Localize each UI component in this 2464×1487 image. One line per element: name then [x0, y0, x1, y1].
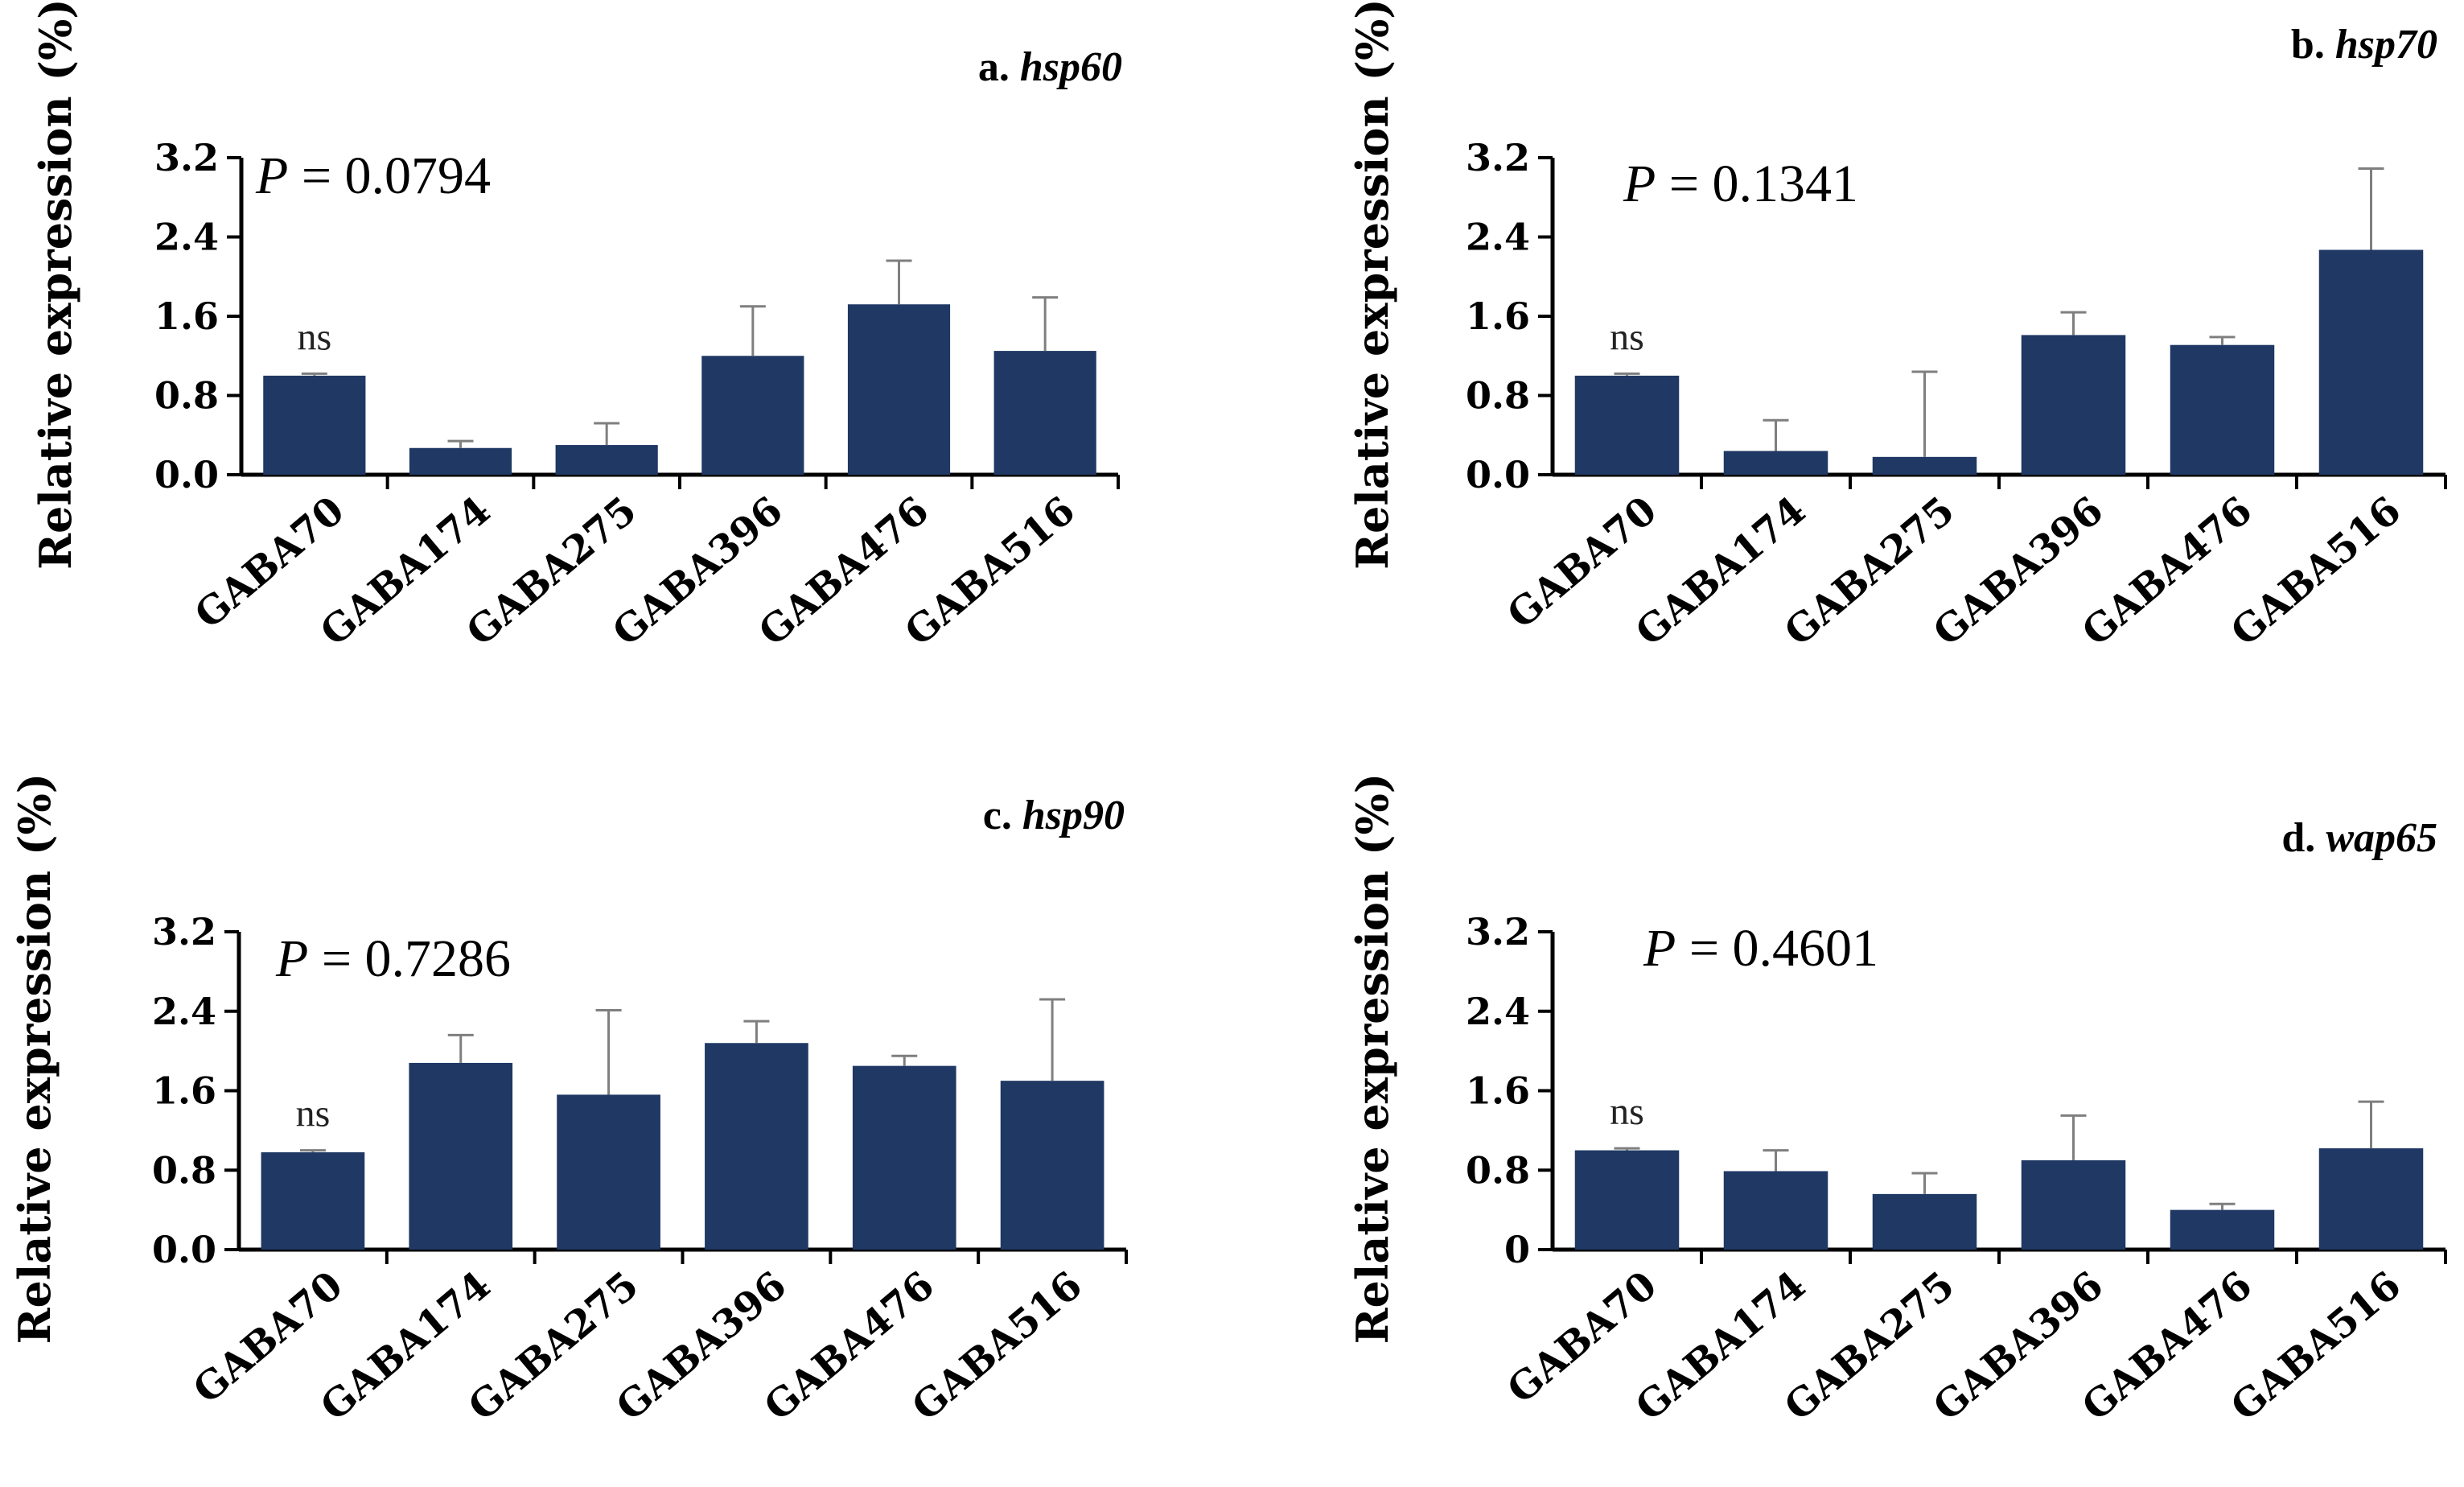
- bar-GABA396: [2021, 335, 2126, 475]
- bar-GABA275: [555, 445, 658, 475]
- y-tick-label: 1.6: [154, 295, 219, 338]
- y-tick-label: 2.4: [1466, 990, 1530, 1033]
- bar-GABA396: [2021, 1160, 2126, 1250]
- y-tick-label: 0.8: [154, 374, 219, 418]
- bar-GABA174: [1723, 1171, 1828, 1250]
- bar-GABA174: [409, 1062, 513, 1250]
- p-value: = 0.0794: [288, 146, 491, 205]
- chart-title-prefix: a.: [978, 44, 1020, 90]
- y-tick-label: 3.2: [1466, 910, 1530, 954]
- y-tick-label: 1.6: [1466, 295, 1530, 338]
- y-tick-label: 0: [1504, 1228, 1530, 1271]
- bar-GABA275: [1872, 456, 1977, 475]
- chart-title: c. hsp90: [983, 793, 1125, 838]
- ns-label: ns: [1610, 1090, 1644, 1133]
- p-symbol: P: [1623, 154, 1656, 213]
- bar-GABA516: [2318, 249, 2424, 475]
- y-tick-label: 0.0: [154, 453, 219, 496]
- bar-GABA516: [1000, 1081, 1104, 1250]
- p-symbol: P: [1643, 919, 1676, 978]
- bar-GABA70: [261, 1152, 365, 1250]
- bar-GABA396: [701, 356, 804, 475]
- y-axis-label: Relative expression (%): [9, 773, 60, 1345]
- y-axis-label: Relative expression (%): [1347, 0, 1398, 570]
- p-symbol: P: [275, 929, 308, 988]
- y-axis-label: Relative expression (%): [1347, 773, 1398, 1345]
- bar-GABA516: [2318, 1148, 2424, 1250]
- p-symbol: P: [255, 146, 288, 205]
- chart-title-prefix: c.: [983, 793, 1022, 838]
- bar-GABA275: [1872, 1193, 1977, 1250]
- p-value-annotation: P = 0.1341: [1623, 154, 1858, 213]
- y-tick-label: 0.8: [1466, 374, 1530, 418]
- chart-title-gene: hsp60: [1020, 44, 1122, 90]
- p-value-annotation: P = 0.4601: [1643, 919, 1878, 978]
- bar-GABA396: [705, 1043, 808, 1250]
- ns-label: ns: [296, 1093, 331, 1135]
- chart-title-gene: wap65: [2326, 815, 2437, 861]
- bar-GABA275: [557, 1094, 660, 1250]
- y-tick-label: 1.6: [152, 1069, 216, 1113]
- y-tick-label: 0.8: [1466, 1148, 1530, 1192]
- bar-GABA476: [847, 304, 951, 475]
- p-value: = 0.7286: [308, 929, 511, 988]
- bar-GABA174: [409, 447, 512, 475]
- chart-title-prefix: d.: [2281, 815, 2326, 861]
- y-tick-label: 2.4: [152, 990, 216, 1033]
- y-tick-label: 3.2: [1466, 136, 1530, 179]
- chart-title-gene: hsp90: [1022, 793, 1125, 838]
- bar-GABA516: [993, 351, 1096, 475]
- ns-label: ns: [1610, 315, 1644, 358]
- bar-GABA70: [263, 375, 366, 475]
- bar-GABA476: [852, 1065, 956, 1250]
- y-tick-label: 2.4: [1466, 216, 1530, 259]
- bar-GABA476: [2170, 344, 2275, 475]
- bar-GABA70: [1574, 1150, 1680, 1250]
- y-tick-label: 0.0: [152, 1228, 216, 1271]
- y-tick-label: 1.6: [1466, 1069, 1530, 1113]
- y-axis-label: Relative expression (%): [30, 0, 81, 570]
- y-tick-label: 3.2: [152, 910, 216, 954]
- y-tick-label: 3.2: [154, 136, 219, 179]
- p-value-annotation: P = 0.7286: [275, 929, 511, 988]
- y-tick-label: 0.8: [152, 1148, 216, 1192]
- bar-GABA70: [1574, 375, 1680, 475]
- y-tick-label: 0.0: [1466, 453, 1530, 496]
- chart-title: a. hsp60: [978, 44, 1122, 90]
- bar-GABA174: [1723, 451, 1828, 475]
- y-tick-label: 2.4: [154, 216, 219, 259]
- chart-title: b. hsp70: [2291, 22, 2437, 68]
- chart-title: d. wap65: [2281, 815, 2437, 861]
- ns-label: ns: [297, 315, 331, 358]
- bar-GABA476: [2170, 1209, 2275, 1250]
- chart-title-gene: hsp70: [2335, 22, 2437, 68]
- p-value: = 0.4601: [1676, 919, 1878, 978]
- chart-title-prefix: b.: [2291, 22, 2335, 68]
- p-value: = 0.1341: [1656, 154, 1858, 213]
- p-value-annotation: P = 0.0794: [255, 146, 491, 205]
